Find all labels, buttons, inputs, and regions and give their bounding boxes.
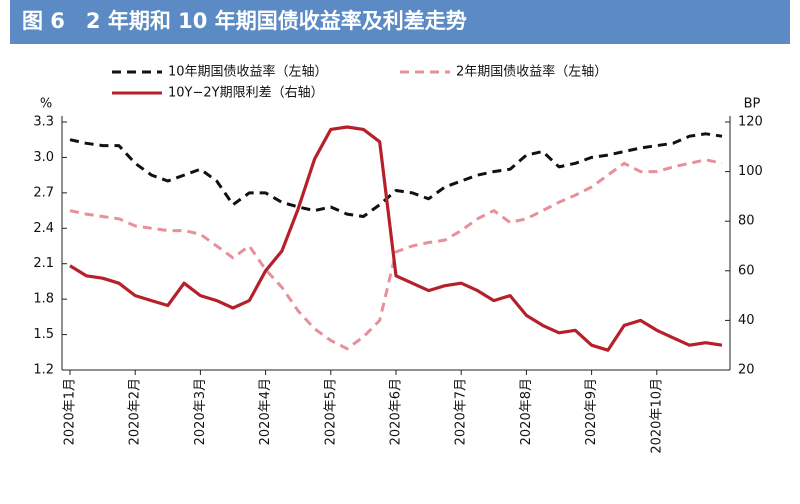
x-tick-label: 2020年9月 xyxy=(584,378,599,445)
chart-title: 图 6 2 年期和 10 年期国债收益率及利差走势 xyxy=(22,9,467,33)
x-tick-label: 2020年5月 xyxy=(323,378,338,445)
x-tick-label: 2020年2月 xyxy=(128,378,143,445)
y-tick-label: 2.4 xyxy=(33,221,54,236)
series-line xyxy=(69,125,723,352)
y-tick-label: 1.5 xyxy=(33,327,54,342)
y2-tick-label: 120 xyxy=(738,115,763,130)
y-tick-label: 2.1 xyxy=(33,256,54,271)
x-tick-label: 2020年3月 xyxy=(193,378,208,445)
y2-tick-label: 100 xyxy=(738,164,763,179)
y-tick-label: 3.3 xyxy=(33,115,54,130)
legend-label: 10年期国债收益率（左轴） xyxy=(168,64,328,80)
x-tick-label: 2020年10月 xyxy=(649,378,664,454)
x-tick-label: 2020年8月 xyxy=(519,378,534,445)
x-tick-label: 2020年6月 xyxy=(389,378,404,445)
y2-tick-label: 60 xyxy=(738,263,755,278)
y2-tick-label: 80 xyxy=(738,214,755,229)
title-bar xyxy=(10,0,790,44)
x-tick-label: 2020年1月 xyxy=(63,378,78,445)
y2-axis-unit: BP xyxy=(744,97,761,112)
y-tick-label: 2.7 xyxy=(33,185,54,200)
legend-label: 2年期国债收益率（左轴） xyxy=(456,64,607,80)
x-tick-label: 2020年7月 xyxy=(454,378,469,445)
y-axis-unit: % xyxy=(40,97,52,112)
y2-tick-label: 20 xyxy=(738,363,755,378)
y-tick-label: 1.8 xyxy=(33,292,54,307)
y-tick-label: 3.0 xyxy=(33,150,54,165)
y2-tick-label: 40 xyxy=(738,313,755,328)
series-line xyxy=(69,132,723,218)
y-tick-label: 1.2 xyxy=(33,363,54,378)
x-tick-label: 2020年4月 xyxy=(258,378,273,445)
series-line xyxy=(69,158,723,351)
legend-label: 10Y−2Y期限利差（右轴） xyxy=(168,86,324,101)
